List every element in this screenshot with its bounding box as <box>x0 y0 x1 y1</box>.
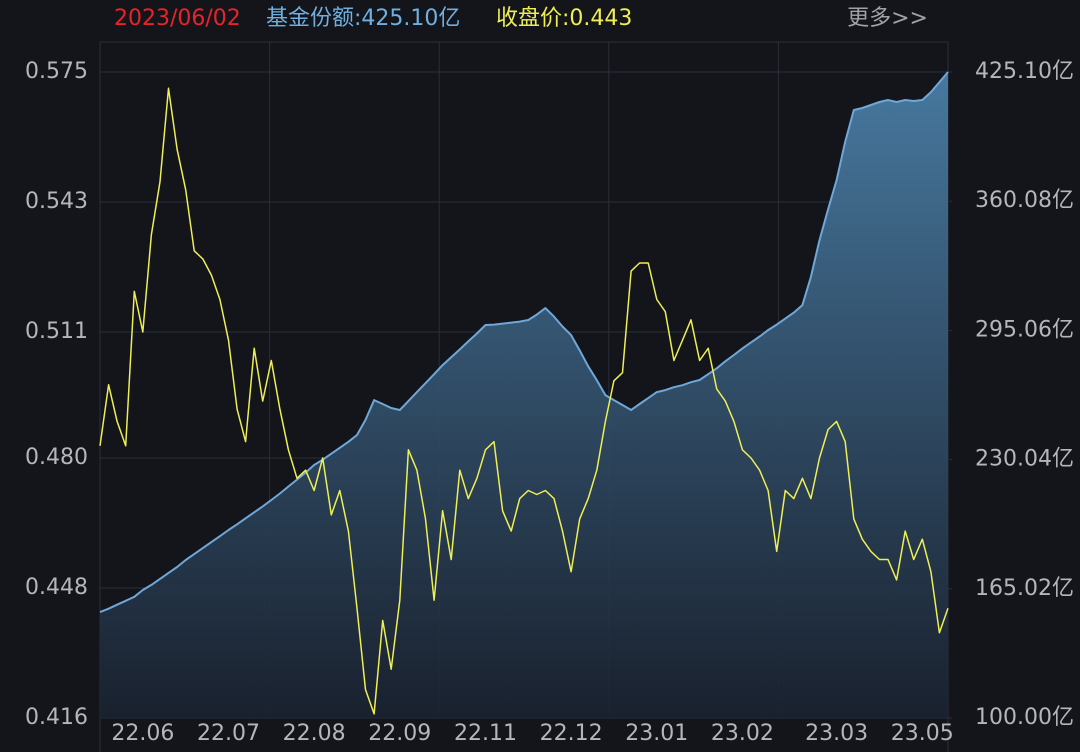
line <box>99 71 949 614</box>
x-tick-label: 22.12 <box>540 721 603 746</box>
y-tick-label: 0.448 <box>25 575 88 600</box>
x-tick-label: 23.02 <box>711 721 774 746</box>
x-tick-label: 23.03 <box>805 721 868 746</box>
y-tick-label: 0.543 <box>25 189 88 214</box>
y2-tick-label: 100.00亿 <box>975 705 1074 730</box>
x-tick-label: 23.05 <box>891 721 954 746</box>
area <box>100 72 948 718</box>
y2-tick-label: 230.04亿 <box>975 447 1074 472</box>
y2-tick-label: 360.08亿 <box>975 188 1074 213</box>
x-tick-label: 23.01 <box>625 721 688 746</box>
y-tick-label: 0.480 <box>25 445 88 470</box>
legend-entry: 收盘价:0.443 <box>496 6 632 31</box>
y-tick-label: 0.416 <box>25 705 88 730</box>
x-tick-label: 22.08 <box>283 721 346 746</box>
y-tick-label: 0.575 <box>25 59 88 84</box>
x-tick-label: 22.09 <box>368 721 431 746</box>
x-tick-label: 22.11 <box>454 721 517 746</box>
more-link[interactable]: 更多>> <box>847 6 928 31</box>
y2-tick-label: 295.06亿 <box>975 317 1074 342</box>
x-tick-label: 22.07 <box>197 721 260 746</box>
y2-tick-label: 165.02亿 <box>975 576 1074 601</box>
y-tick-label: 0.511 <box>25 319 88 344</box>
x-tick-label: 22.06 <box>111 721 174 746</box>
y2-tick-label: 425.10亿 <box>975 59 1074 84</box>
date-label: 2023/06/02 <box>114 6 241 31</box>
line <box>99 87 949 715</box>
legend-entry: 基金份额:425.10亿 <box>266 6 460 31</box>
